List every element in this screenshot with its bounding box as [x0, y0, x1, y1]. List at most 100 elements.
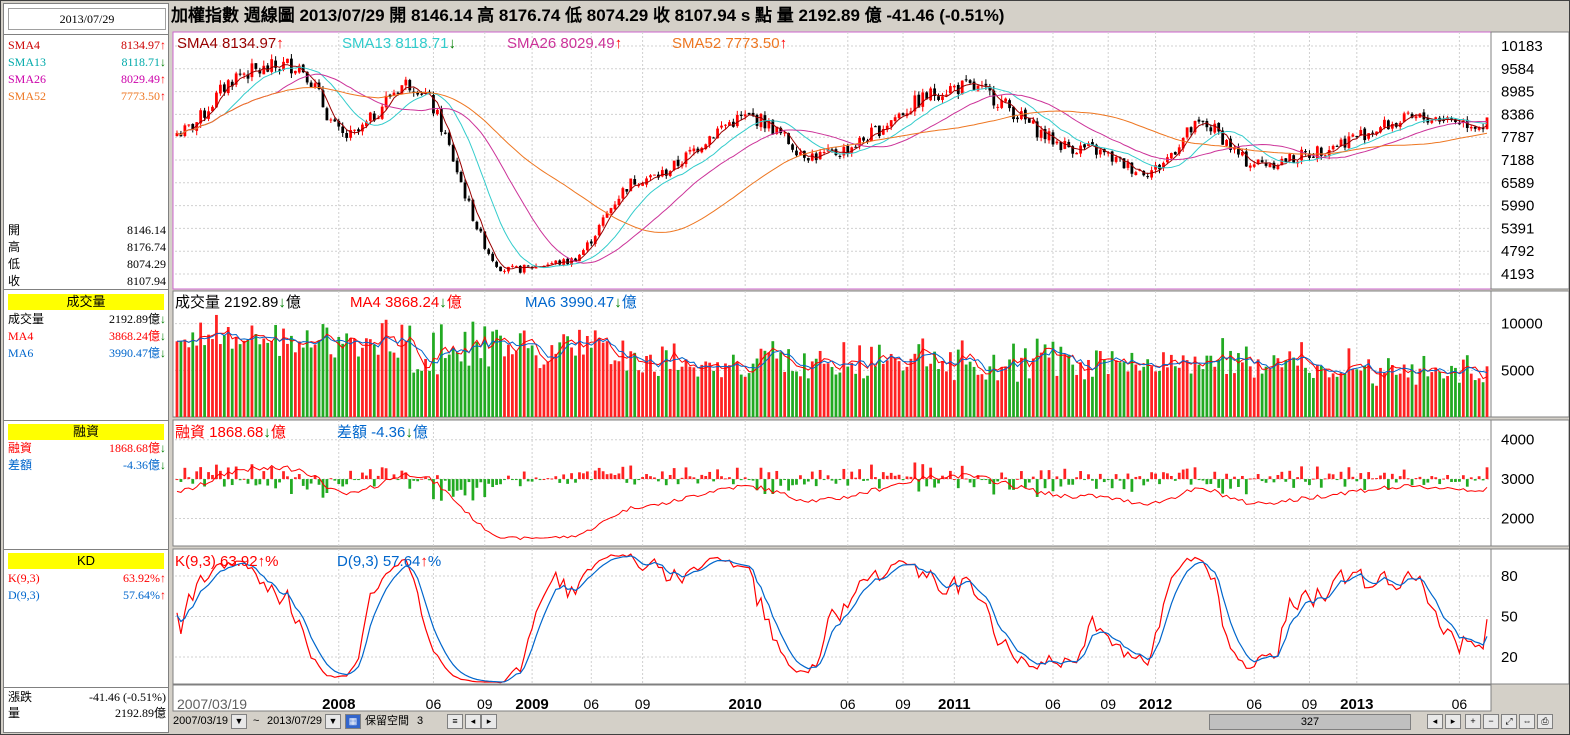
volume-bar	[270, 341, 274, 417]
calendar-icon[interactable]: ▦	[345, 714, 361, 729]
margin-diff-bar	[649, 476, 652, 480]
spin-down-icon[interactable]: ◂	[465, 714, 481, 729]
candle-body	[436, 109, 439, 115]
margin-diff-bar	[1071, 479, 1075, 485]
candle-body	[822, 152, 826, 154]
volume-bar	[653, 371, 656, 417]
volume-bar	[207, 334, 210, 417]
candle-body	[791, 144, 794, 150]
margin-diff-bar	[1173, 479, 1177, 481]
volume-bar	[175, 341, 179, 417]
margin-legend-item: 差額 -4.36↓億	[337, 424, 428, 441]
candle-body	[704, 144, 708, 149]
margin-diff-bar	[1059, 479, 1063, 487]
volume-bar	[392, 352, 396, 417]
candle-body	[1300, 149, 1303, 161]
scroll-right-icon[interactable]: ▸	[1445, 714, 1461, 729]
volume-bar	[1394, 374, 1398, 417]
candle-body	[1213, 123, 1217, 133]
scroll-left-icon[interactable]: ◂	[1427, 714, 1443, 729]
volume-bar	[1434, 367, 1438, 417]
volume-bar	[530, 345, 534, 417]
grid-toggle-icon[interactable]: ≡	[447, 714, 463, 729]
volume-bar	[956, 349, 960, 417]
ohlc-row: 低 8074.29	[8, 257, 166, 271]
margin-diff-bar	[290, 479, 293, 494]
qty-row: 量 2192.89億	[8, 706, 166, 720]
candle-body	[499, 266, 502, 272]
spin-up-icon[interactable]: ▸	[481, 714, 497, 729]
candle-body	[313, 83, 317, 88]
margin-diff-bar	[1315, 466, 1319, 480]
volume-bar	[278, 355, 281, 417]
start-date-dropdown[interactable]: ▼	[231, 714, 247, 729]
range-tilde: ~	[253, 715, 260, 727]
candle-body	[254, 63, 258, 69]
volume-bar	[250, 325, 254, 417]
volume-bar	[570, 347, 573, 417]
margin-diff-bar	[345, 479, 349, 485]
margin-diff-bar	[684, 467, 688, 480]
volume-bar	[376, 354, 380, 417]
y-tick-label: 5990	[1501, 198, 1534, 215]
zoom-in-icon[interactable]: +	[1465, 714, 1481, 729]
ohlc-row: 高 8176.74	[8, 240, 166, 254]
scrollbar[interactable]: 327	[1209, 714, 1411, 730]
margin-diff-bar	[1114, 474, 1118, 480]
margin-diff-bar	[195, 471, 199, 480]
volume-bar	[1008, 359, 1011, 417]
chart-canvas[interactable]: 2007/03/19 2008 06 09 2009 06 09 2010 06 09 2011 06…	[1, 1, 1569, 713]
arrow-up-icon: ↑	[160, 89, 166, 103]
volume-bar	[862, 378, 865, 417]
volume-bar	[290, 335, 293, 417]
candle-body	[862, 137, 865, 141]
margin-diff-bar	[1240, 475, 1244, 480]
volume-bar	[1244, 346, 1248, 417]
arrow-up-icon: ↑	[160, 588, 166, 602]
ohlc-value: 8074.29	[127, 257, 166, 271]
y-tick-label: 80	[1501, 568, 1518, 585]
candle-body	[996, 106, 1000, 108]
zoom-out-icon[interactable]: −	[1483, 714, 1499, 729]
candle-body	[755, 114, 759, 126]
candle-body	[854, 146, 858, 148]
margin-diff-bar	[1122, 479, 1126, 490]
volume-bar	[1458, 382, 1461, 417]
margin-diff-bar	[810, 471, 814, 480]
expand-icon[interactable]: ⇔	[1519, 714, 1535, 729]
volume-bar	[436, 374, 439, 417]
volume-bar	[510, 354, 514, 417]
margin-diff-bar	[712, 479, 716, 482]
volume-bar	[1469, 373, 1473, 417]
volume-bar	[988, 366, 992, 417]
print-icon[interactable]: ⎙	[1537, 714, 1553, 729]
candle-body	[601, 217, 605, 226]
volume-bar	[1020, 357, 1023, 417]
margin-diff-bar	[692, 477, 696, 480]
margin-diff-bar	[1481, 479, 1485, 481]
start-date[interactable]: 2007/03/19	[173, 715, 229, 727]
margin-diff-bar	[222, 479, 226, 487]
candle-body	[266, 65, 270, 72]
end-date-dropdown[interactable]: ▼	[325, 714, 341, 729]
volume-bar	[282, 328, 285, 417]
end-date[interactable]: 2013/07/29	[267, 715, 323, 727]
volume-bar	[416, 369, 420, 417]
fit-icon[interactable]: ⤢	[1501, 714, 1517, 729]
volume-bar	[479, 358, 483, 417]
volume-bar	[1339, 372, 1343, 417]
volume-bar	[759, 348, 763, 417]
margin-diff-bar	[1031, 476, 1035, 480]
volume-bar	[704, 361, 708, 417]
margin-diff-bar	[479, 479, 483, 483]
volume-bar	[1355, 369, 1359, 417]
candle-body	[1363, 128, 1367, 141]
candle-body	[459, 171, 463, 183]
margin-diff-bar	[641, 477, 644, 480]
volume-bar	[1059, 346, 1063, 417]
volume-bar	[1288, 351, 1292, 417]
candle-body	[585, 242, 589, 251]
candle-body	[1331, 145, 1335, 150]
volume-bar	[1055, 375, 1059, 417]
candle-body	[818, 151, 822, 160]
